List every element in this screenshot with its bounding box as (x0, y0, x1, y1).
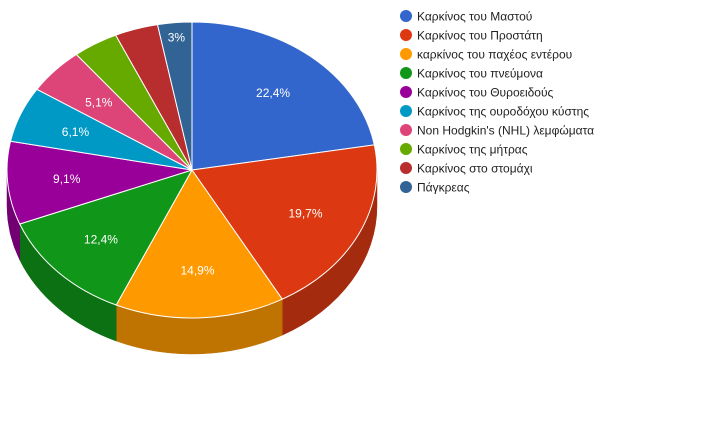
pie-slice-9[interactable] (156, 21, 193, 171)
legend-item-0[interactable]: Καρκίνος του Μαστού (400, 10, 532, 24)
legend-label-0: Καρκίνος του Μαστού (417, 10, 532, 24)
legend-swatch-9 (400, 181, 412, 193)
legend-swatch-5 (400, 105, 412, 117)
slice-label-0: 22,4% (256, 86, 290, 100)
legend-label-2: καρκίνος του παχέος εντέρου (417, 48, 572, 62)
legend-swatch-8 (400, 162, 412, 174)
legend-label-8: Καρκίνος στο στομάχι (417, 162, 533, 176)
pie-slice-1[interactable] (191, 144, 378, 300)
slice-label-4: 9,1% (53, 172, 81, 186)
legend-item-5[interactable]: Καρκίνος της ουροδόχου κύστης (400, 105, 589, 119)
legend-item-4[interactable]: Καρκίνος του Θυροειδούς (400, 86, 554, 100)
legend-swatch-4 (400, 86, 412, 98)
legend-label-5: Καρκίνος της ουροδόχου κύστης (417, 105, 589, 119)
legend-label-6: Non Hodgkin's (NHL) λεμφώματα (417, 124, 594, 138)
legend-swatch-1 (400, 29, 412, 41)
legend-label-9: Πάγκρεας (417, 181, 470, 195)
legend-item-8[interactable]: Καρκίνος στο στομάχι (400, 162, 533, 176)
legend-swatch-2 (400, 48, 412, 60)
pie-slice-4[interactable] (6, 140, 193, 225)
legend-label-7: Καρκίνος της μήτρας (417, 143, 528, 157)
slice-label-9: 3% (168, 30, 186, 44)
pie-slice-3[interactable] (19, 169, 194, 306)
legend-item-9[interactable]: Πάγκρεας (400, 181, 470, 195)
slice-label-2: 14,9% (180, 264, 214, 278)
legend-item-7[interactable]: Καρκίνος της μήτρας (400, 143, 528, 157)
legend-swatch-6 (400, 124, 412, 136)
legend-label-1: Καρκίνος του Προστάτη (417, 29, 543, 43)
legend-item-3[interactable]: Καρκίνος του πνεύμονα (400, 67, 543, 81)
slice-label-3: 12,4% (84, 232, 118, 246)
legend-item-6[interactable]: Non Hodgkin's (NHL) λεμφώματα (400, 124, 594, 138)
legend-item-1[interactable]: Καρκίνος του Προστάτη (400, 29, 543, 43)
slice-label-6: 5,1% (85, 95, 113, 109)
slice-label-1: 19,7% (289, 206, 323, 220)
pie-slice-0[interactable] (191, 21, 375, 171)
legend-label-3: Καρκίνος του πνεύμονα (417, 67, 543, 81)
slice-label-5: 6,1% (62, 125, 90, 139)
legend-label-4: Καρκίνος του Θυροειδούς (417, 86, 554, 100)
legend-swatch-0 (400, 10, 412, 22)
legend-swatch-7 (400, 143, 412, 155)
pie-slice-2[interactable] (115, 169, 283, 319)
pie-top-faces (6, 21, 378, 319)
legend-swatch-3 (400, 67, 412, 79)
legend: Καρκίνος του Μαστού Καρκίνος του Προστάτη… (400, 10, 594, 195)
legend-item-2[interactable]: καρκίνος του παχέος εντέρου (400, 48, 572, 62)
slice-labels: 22,4% 19,7% 14,9% 12,4% 9,1% 6,1% 5,1% 3% (53, 30, 323, 277)
